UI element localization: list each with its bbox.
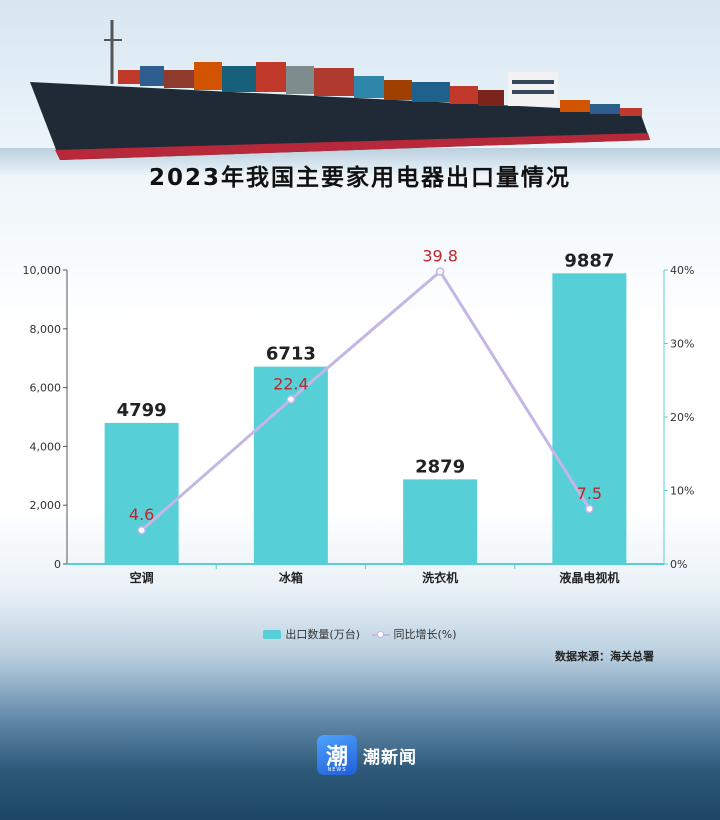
growth-line bbox=[140, 269, 591, 532]
chart-axes: 0 2,000 4,000 6,000 8,000 10,000 0% 10% 20% 30% 40… bbox=[23, 264, 695, 585]
legend-line-label: 同比增长(%) bbox=[393, 628, 457, 641]
news-logo: 潮 NEWS 潮新闻 bbox=[317, 735, 417, 775]
bar-value-label: 2879 bbox=[415, 456, 465, 477]
line-point[interactable] bbox=[286, 395, 296, 404]
line-value-label: 4.6 bbox=[129, 505, 154, 524]
bar-value-label: 6713 bbox=[266, 344, 316, 365]
logo-name: 潮新闻 bbox=[363, 747, 417, 768]
bar-value-label: 4799 bbox=[117, 400, 167, 421]
chart-title: 2023年我国主要家用电器出口量情况 bbox=[148, 165, 571, 191]
category-label: 冰箱 bbox=[279, 570, 303, 585]
right-tick-label: 40% bbox=[670, 264, 694, 277]
left-tick-label: 0 bbox=[54, 558, 61, 571]
bar-value-label: 9887 bbox=[564, 250, 614, 271]
line-value-label: 22.4 bbox=[273, 374, 309, 393]
line-point[interactable] bbox=[137, 525, 146, 535]
legend-line-swatch bbox=[371, 630, 390, 639]
legend-bar-swatch bbox=[263, 629, 282, 639]
left-tick-label: 8,000 bbox=[30, 323, 62, 336]
data-source-note: 数据来源：海关总署 bbox=[555, 650, 654, 663]
logo-badge-icon: 潮 NEWS bbox=[317, 735, 357, 775]
right-tick-label: 0% bbox=[670, 558, 687, 571]
bar[interactable] bbox=[403, 479, 478, 564]
left-tick-label: 4,000 bbox=[30, 440, 62, 453]
legend-bar-label: 出口数量(万台) bbox=[285, 628, 361, 641]
chart-legend: 出口数量(万台) 同比增长(%) bbox=[0, 626, 720, 642]
bar-series: 4799 6713 2879 9887 bbox=[104, 250, 627, 564]
right-tick-label: 20% bbox=[670, 411, 694, 424]
bar[interactable] bbox=[104, 422, 179, 564]
line-point[interactable] bbox=[435, 267, 445, 276]
legend-item-bar[interactable]: 出口数量(万台) bbox=[263, 626, 360, 642]
bar[interactable] bbox=[552, 273, 627, 564]
right-tick-label: 10% bbox=[670, 485, 694, 498]
line-point[interactable] bbox=[585, 504, 594, 514]
left-tick-label: 10,000 bbox=[23, 264, 62, 277]
category-label: 液晶电视机 bbox=[559, 570, 619, 585]
logo-glyph: 潮 bbox=[325, 745, 348, 770]
left-tick-label: 6,000 bbox=[30, 382, 62, 395]
category-label: 空调 bbox=[130, 570, 154, 585]
cargo-ship-illustration bbox=[0, 20, 720, 175]
left-tick-label: 2,000 bbox=[30, 499, 62, 512]
right-tick-label: 30% bbox=[670, 338, 694, 351]
category-label: 洗衣机 bbox=[422, 570, 458, 585]
line-series: 4.6 22.4 39.8 7.5 bbox=[129, 246, 602, 535]
legend-item-line[interactable]: 同比增长(%) bbox=[371, 626, 457, 642]
chart-area: 0 2,000 4,000 6,000 8,000 10,000 0% 10% 20% 30% 40… bbox=[23, 246, 695, 585]
line-value-label: 39.8 bbox=[422, 246, 458, 265]
line-value-label: 7.5 bbox=[577, 484, 602, 503]
logo-sub: NEWS bbox=[327, 767, 347, 773]
